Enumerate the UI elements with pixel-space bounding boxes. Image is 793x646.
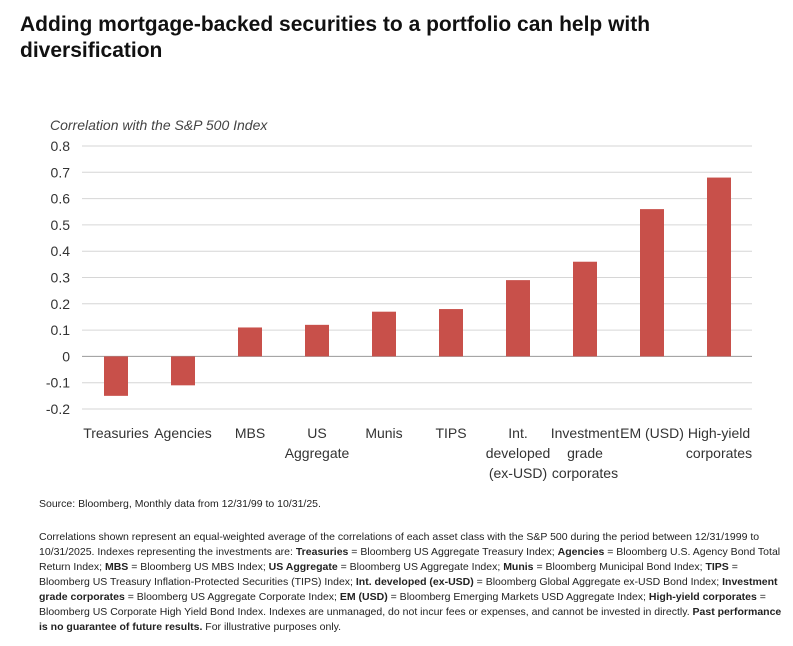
footnote-text: = Bloomberg US Aggregate Treasury Index; (348, 546, 558, 558)
bar (171, 356, 195, 386)
category-labels: Treasuries Agencies MBS US Aggregate Munis TIP… (83, 425, 752, 481)
y-tick-label: -0.2 (46, 401, 70, 417)
category-label: Munis (365, 425, 402, 441)
footnote-text: For illustrative purposes only. (202, 621, 342, 633)
category-label: grade (567, 445, 603, 461)
bar (372, 311, 396, 357)
category-label: Agencies (154, 425, 212, 441)
footnote-text: = Bloomberg US Treasury Inflation-Protec… (39, 561, 738, 588)
category-label: Int. (508, 425, 527, 441)
footnote-term: MBS (104, 561, 129, 573)
footnote-term: EM (USD) (339, 591, 388, 603)
footnote-text: = Bloomberg US MBS Index; (128, 561, 269, 573)
page-title: Adding mortgage-backed securities to a p… (20, 13, 651, 62)
y-tick-label: 0.7 (51, 164, 71, 180)
y-tick-label: -0.1 (46, 375, 70, 391)
footnote: Correlations shown represent an equal-we… (39, 530, 784, 635)
y-tick-label: 0 (62, 348, 70, 364)
footnote-term: Munis (503, 561, 534, 573)
bars (104, 177, 731, 396)
footnote-term: Int. developed (ex-USD) (355, 576, 474, 588)
bar (439, 309, 463, 357)
bar (305, 324, 329, 357)
category-label: Investment (551, 425, 620, 441)
y-tick-label: 0.1 (51, 322, 71, 338)
y-tick-labels: 0.8 0.7 0.6 0.5 0.4 0.3 0.2 0.1 0 -0.1 -0.2 (46, 138, 70, 417)
footnote-text: = Bloomberg U.S. Agency Bond Total Retur… (39, 546, 781, 573)
category-label: MBS (235, 425, 265, 441)
y-tick-label: 0.2 (51, 296, 71, 312)
category-label: corporates (686, 445, 752, 461)
y-tick-label: 0.6 (51, 191, 71, 207)
category-label: US (307, 425, 326, 441)
footnote-term: High-yield corporates (648, 591, 757, 603)
category-label: Aggregate (285, 445, 350, 461)
bar (640, 209, 664, 357)
bar (104, 356, 128, 396)
footnote-text: = Bloomberg US Aggregate Index; (337, 561, 504, 573)
bar-chart: Correlation with the S&P 500 Index 0.80.… (46, 117, 752, 481)
footnote-term: Investment grade corporates (39, 576, 778, 603)
category-label: TIPS (435, 425, 466, 441)
y-axis-label: Correlation with the S&P 500 Index (50, 117, 268, 133)
footnote-text: Correlations shown represent an equal-we… (39, 531, 760, 558)
category-label: EM (USD) (620, 425, 684, 441)
category-label: developed (486, 445, 551, 461)
category-label: (ex-USD) (489, 465, 547, 481)
y-tick-label: 0.5 (51, 217, 71, 233)
footnote-term: Treasuries (295, 546, 349, 558)
footnote-text: = Bloomberg Emerging Markets USD Aggrega… (387, 591, 649, 603)
y-tick-label: 0.3 (51, 270, 71, 286)
y-tick-label: 0.8 (51, 138, 71, 154)
footnote-term: Past performance is no guarantee of futu… (39, 606, 782, 633)
category-label: corporates (552, 465, 618, 481)
bar (238, 327, 262, 357)
footnote-text: = Bloomberg US Corporate High Yield Bond… (39, 591, 766, 618)
category-label: High-yield (688, 425, 750, 441)
footnote-term: TIPS (705, 561, 729, 573)
category-label: Treasuries (83, 425, 149, 441)
y-tick-label: 0.4 (51, 243, 71, 259)
footnote-term: US Aggregate (268, 561, 338, 573)
bar (573, 261, 597, 357)
footnote-text: = Bloomberg Municipal Bond Index; (533, 561, 706, 573)
footnote-text: = Bloomberg Global Aggregate ex-USD Bond… (473, 576, 723, 588)
footnote-term: Agencies (557, 546, 605, 558)
bar (707, 177, 731, 357)
bar (506, 280, 530, 357)
footnote-text: = Bloomberg US Aggregate Corporate Index… (124, 591, 340, 603)
source-note: Source: Bloomberg, Monthly data from 12/… (39, 498, 321, 510)
